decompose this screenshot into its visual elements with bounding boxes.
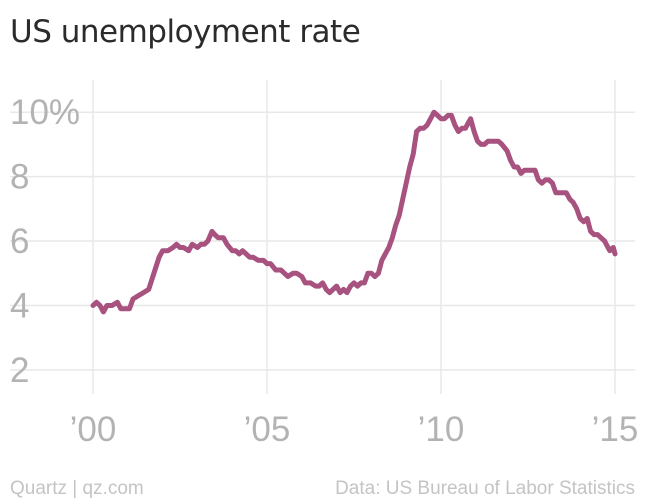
x-tick-label: ’00 bbox=[70, 410, 117, 449]
y-tick-label: 10% bbox=[10, 93, 80, 132]
y-tick-label: 6 bbox=[10, 222, 29, 261]
x-tick-label: ’05 bbox=[244, 410, 291, 449]
y-tick-label: 4 bbox=[10, 286, 29, 325]
y-tick-label: 8 bbox=[10, 158, 29, 197]
footer-source-credit: Quartz | qz.com bbox=[10, 478, 144, 499]
x-tick-label: ’15 bbox=[592, 410, 639, 449]
x-tick-label: ’10 bbox=[418, 410, 465, 449]
y-tick-label: 2 bbox=[10, 351, 29, 390]
unemployment-rate-line bbox=[90, 109, 618, 315]
chart-title: US unemployment rate bbox=[10, 14, 361, 50]
footer-data-credit: Data: US Bureau of Labor Statistics bbox=[335, 478, 635, 499]
